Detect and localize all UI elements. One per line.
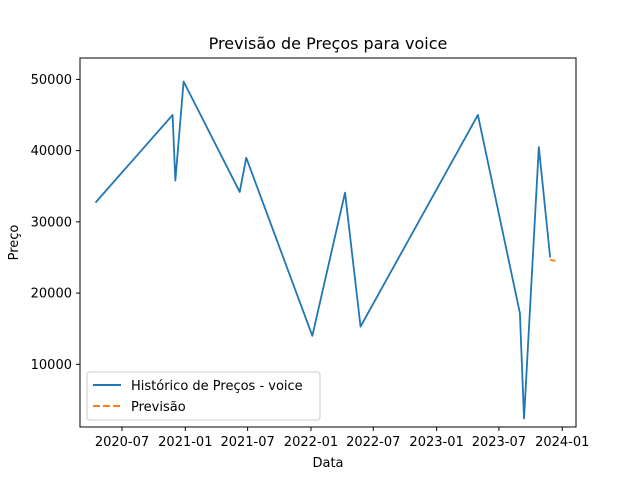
legend-box [86,371,321,421]
y-tick-label: 20000 [31,287,72,302]
x-axis-ticks: 2020-07 2021-01 2021-07 2022-01 2022-07 2023-… [95,427,589,450]
x-axis-label: Data [312,456,343,471]
y-axis-ticks: 10000 20000 30000 40000 50000 [31,73,80,373]
legend: Histórico de Preços - voice Previsão [86,371,321,421]
plot-area [79,57,577,428]
chart-title: Previsão de Preços para voice [209,34,448,53]
x-tick-label: 2022-07 [346,435,400,450]
x-tick-label: 2023-01 [409,435,463,450]
x-tick-label: 2024-01 [535,435,589,450]
x-tick-label: 2020-07 [95,435,149,450]
plot-frame [79,57,577,428]
y-axis-label: Preço [7,225,22,261]
series-layer [94,80,556,420]
y-tick-label: 50000 [31,73,72,88]
x-tick-label: 2021-01 [158,435,212,450]
y-tick-label: 10000 [31,358,72,373]
legend-label-previsao: Previsão [131,400,186,415]
series-line-previsao [549,258,556,262]
x-tick-label: 2021-07 [220,435,274,450]
legend-label-historico: Histórico de Preços - voice [131,379,303,394]
series-line-historico [94,80,552,420]
x-tick-label: 2023-07 [472,435,526,450]
y-tick-label: 30000 [31,215,72,230]
x-tick-label: 2022-01 [284,435,338,450]
y-tick-label: 40000 [31,144,72,159]
